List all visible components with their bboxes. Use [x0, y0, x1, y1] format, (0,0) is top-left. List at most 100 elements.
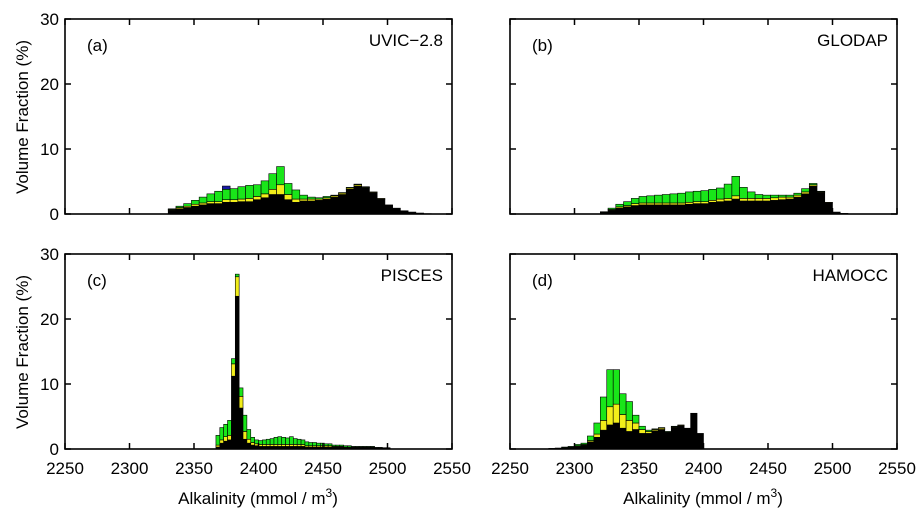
panel-d-bar-12-green [625, 401, 633, 421]
panel-d-bar-18-black [664, 432, 672, 450]
panel-a-bar-12-yellow [260, 193, 270, 199]
panel-c-bar-40-green [370, 446, 375, 448]
panel-b-bar-28-green [816, 190, 826, 193]
panel-b-bar-25-green [793, 192, 802, 196]
panel-a-ytick-label-3: 30 [40, 10, 59, 29]
panel-d-bar-21-black [683, 427, 691, 450]
panel-a-bar-8-black [229, 202, 239, 215]
panel-c-bar-37-green [358, 446, 364, 448]
panel-b-bar-18-black [739, 200, 748, 215]
panel-a-bar-25-green [361, 186, 370, 188]
panel-d-bar-12-black [625, 431, 633, 450]
panel-a-bar-14-yellow [276, 184, 285, 195]
panel-c-bar-35-green [351, 446, 356, 448]
panel-b-bar-16-green [723, 183, 733, 199]
panel-b-bar-23-yellow [778, 196, 787, 201]
x-axis-title-left-end: ) [332, 489, 338, 508]
panel-c-bar-2-green [223, 423, 228, 437]
panel-b-bar-13-black [700, 203, 709, 215]
panel-c-bar-36-green [354, 446, 360, 448]
panel-d-xtick-label-5: 2500 [814, 459, 852, 478]
panel-b-bar-1-green [607, 207, 617, 210]
panel-c-title: PISCES [381, 266, 443, 285]
panel-c-bar-29-green [327, 443, 333, 447]
panel-b-bar-3-black [623, 206, 632, 215]
panel-a-bar-7-green [222, 189, 231, 201]
panel-b-title: GLODAP [817, 31, 888, 50]
panel-d-bar-17-black [658, 429, 666, 450]
panel-a-bar-7-yellow [222, 199, 231, 203]
panel-a-bar-9-green [237, 186, 246, 200]
panel-b-bar-16-black [723, 200, 733, 215]
panel-a-bar-20-green [322, 196, 332, 199]
panel-a-bar-7-black [222, 202, 231, 215]
panel-b-bar-20-black [754, 200, 764, 215]
panel-d-bar-7-yellow [593, 433, 601, 438]
panel-b-bar-7-green [654, 194, 663, 204]
panel-c-bar-28-green [323, 443, 329, 447]
panel-a-bar-23-black [345, 189, 355, 215]
panel-a-ytick-label-0: 0 [50, 205, 59, 224]
panel-b: (b) GLODAP [509, 18, 898, 215]
panel-d-bar-10-yellow [612, 403, 620, 424]
x-axis-title-right: Alkalinity (mmol / m3) [623, 486, 783, 508]
panel-b-bar-2-black [615, 207, 624, 215]
panel-c-bar-8-yellow [246, 438, 252, 444]
panel-c-bar-21-green [296, 438, 302, 445]
panel-a-bar-27-yellow [376, 198, 386, 200]
panel-b-bar-23-black [778, 199, 787, 215]
panel-c-bar-38-green [362, 446, 368, 448]
panel-a-bar-1-green [175, 205, 184, 208]
panel-c-bar-1-black [219, 442, 224, 450]
panel-b-bar-14-black [708, 202, 717, 215]
panel-d-bar-13-green [632, 414, 640, 424]
panel-c-bar-33-green [343, 445, 348, 448]
panel-b-bar-19-yellow [747, 198, 756, 202]
panel-b-bar-27-green [808, 183, 818, 186]
panel-c-bar-8-green [246, 429, 252, 440]
y-axis-title-top: Volume Fraction (%) [13, 40, 32, 194]
panel-c-xtick-label-2: 2350 [175, 459, 213, 478]
panel-d-xtick-label-3: 2400 [685, 459, 723, 478]
panel-b-bar-22-green [770, 194, 779, 199]
x-axis-title-left-main: Alkalinity (mmol / m [178, 489, 325, 508]
x-axis-title-right-end: ) [777, 489, 783, 508]
panel-c-bar-5-green [234, 273, 240, 278]
panel-a-bar-21-black [330, 196, 339, 215]
panel-d: 2250 2300 2350 2400 2450 2500 2550 (d) HAMOCC [491, 253, 916, 478]
panel-d-bar-8-black [599, 429, 608, 450]
panel-d-bar-5-green [580, 442, 588, 445]
panel-b-bar-2-green [615, 203, 624, 208]
panel-b-bar-29-yellow [824, 202, 833, 204]
panel-a-bar-9-yellow [237, 198, 246, 202]
panel-b-bar-24-black [785, 198, 795, 215]
panel-a-bar-26-black [369, 192, 378, 215]
panel-d-bar-11-yellow [619, 414, 627, 429]
panel-c-bar-19-green [289, 436, 294, 445]
panel-a-bar-6-green [214, 190, 223, 202]
panel-c-bar-3-black [227, 439, 232, 450]
panel-d-bars [548, 369, 704, 450]
panel-a-bar-23-green [345, 187, 355, 189]
panel-a-bar-15-yellow [283, 194, 293, 200]
panel-b-bar-4-green [630, 198, 640, 204]
x-axis-title-right-main: Alkalinity (mmol / m [623, 489, 770, 508]
panel-c-bar-34-green [347, 445, 352, 448]
panel-c-ytick-label-0: 0 [50, 440, 59, 459]
panel-d-bar-10-green [612, 369, 620, 405]
panel-c-bar-18-green [285, 437, 290, 445]
panel-b-bar-24-green [785, 194, 795, 198]
panel-c-bar-25-green [312, 442, 317, 447]
panel-d-bar-16-green [651, 428, 659, 430]
panel-d-label: (d) [532, 271, 553, 290]
panel-b-bar-14-green [708, 189, 717, 201]
panel-b-bar-12-green [692, 190, 702, 202]
panel-b-bar-10-green [677, 192, 686, 204]
panel-a-bar-12-green [260, 180, 270, 195]
panel-a-bar-14-black [276, 194, 285, 215]
panel-c-bar-6-black [238, 407, 244, 450]
panel-c-bar-31-green [335, 444, 341, 447]
x-axis-title-left: Alkalinity (mmol / m3) [178, 486, 338, 508]
